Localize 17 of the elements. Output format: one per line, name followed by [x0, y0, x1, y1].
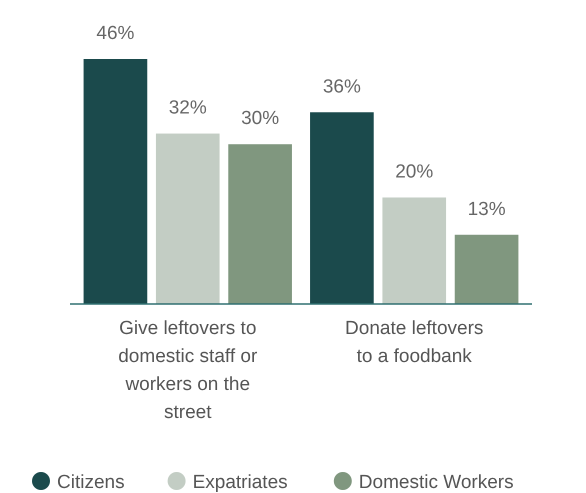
x-tick-label: Give leftovers to domestic staff or workers on the street — [118, 318, 258, 423]
data-label: 36% — [322, 76, 362, 98]
x-tick-label: Donate leftovers to a foodbank — [345, 318, 484, 367]
bar — [156, 134, 220, 304]
data-label: 30% — [241, 108, 280, 130]
bar — [84, 59, 148, 304]
data-label: 32% — [168, 98, 207, 119]
legend-label: Citizens — [57, 472, 125, 493]
bar — [454, 234, 518, 304]
bar — [310, 112, 374, 304]
data-label: 20% — [395, 161, 434, 182]
data-label: 46% — [96, 23, 135, 44]
data-label: 13% — [468, 198, 506, 220]
legend-label: Domestic Workers — [358, 472, 514, 493]
legend-label: Expatriates — [192, 472, 288, 493]
bar — [228, 144, 292, 304]
bar — [382, 197, 446, 304]
